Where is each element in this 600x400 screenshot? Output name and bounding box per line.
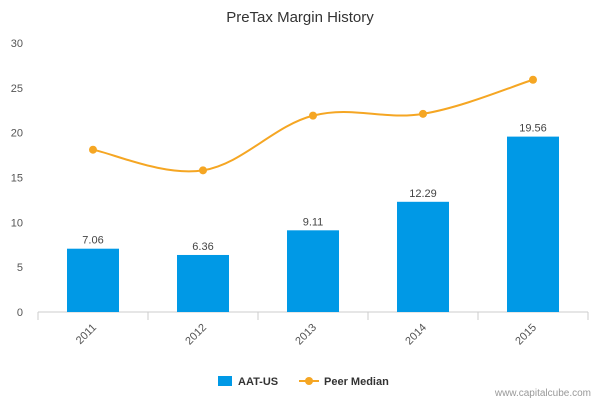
x-tick-label: 2015 [513, 322, 539, 348]
y-tick-label: 5 [17, 262, 23, 274]
y-tick-label: 30 [11, 38, 23, 50]
chart-title: PreTax Margin History [226, 9, 374, 26]
x-tick-label: 2013 [293, 322, 319, 348]
y-tick-label: 10 [11, 217, 23, 229]
bar-2011[interactable] [67, 248, 119, 312]
legend-label-aat-us[interactable]: AAT-US [238, 376, 278, 388]
y-tick-label: 0 [17, 307, 23, 319]
bar-data-label: 7.06 [82, 235, 103, 247]
bar-series: 7.06 6.36 9.11 12.29 19.56 [67, 123, 559, 312]
legend-swatch-aat-us[interactable] [218, 376, 232, 386]
bar-data-label: 6.36 [192, 241, 213, 253]
source-credit: www.capitalcube.com [494, 388, 591, 399]
x-tick-label: 2011 [74, 322, 99, 347]
legend[interactable]: AAT-US Peer Median [218, 376, 389, 388]
bar-data-label: 12.29 [409, 188, 437, 200]
x-tick-label: 2012 [183, 322, 209, 348]
bar-2015[interactable] [507, 136, 559, 312]
y-tick-label: 20 [11, 128, 23, 140]
y-tick-label: 25 [11, 83, 23, 95]
bar-data-label: 9.11 [303, 216, 324, 228]
line-series [89, 75, 537, 175]
legend-label-peer-median[interactable]: Peer Median [324, 376, 389, 388]
peer-median-point-2011[interactable] [89, 145, 97, 154]
bar-2012[interactable] [177, 254, 229, 312]
bar-2014[interactable] [397, 201, 449, 312]
peer-median-point-2013[interactable] [309, 111, 317, 120]
y-tick-label: 15 [11, 173, 23, 185]
x-tick-label: 2014 [403, 322, 429, 348]
bar-data-label: 19.56 [519, 123, 547, 135]
bar-2013[interactable] [287, 230, 339, 312]
legend-swatch-peer-median-marker[interactable] [305, 377, 313, 385]
peer-median-point-2012[interactable] [199, 166, 207, 175]
peer-median-point-2014[interactable] [419, 109, 427, 118]
peer-median-point-2015[interactable] [529, 75, 537, 84]
peer-median-line [92, 78, 534, 173]
